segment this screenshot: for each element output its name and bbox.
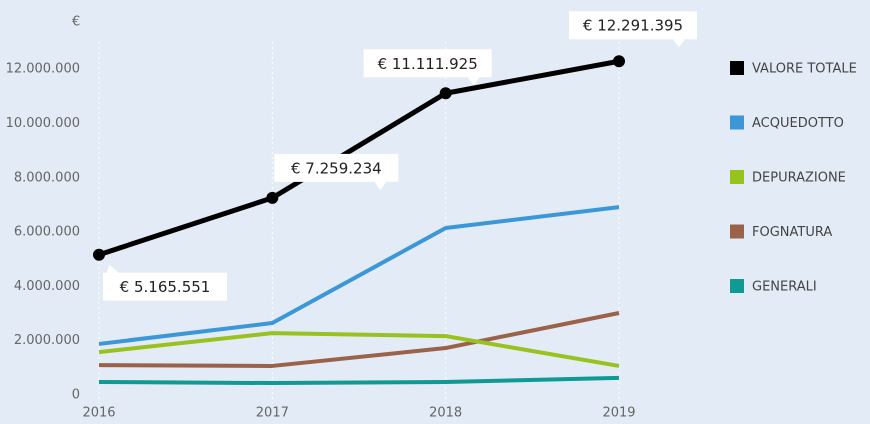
label-box xyxy=(569,11,697,40)
point xyxy=(93,248,105,261)
x-tick-label: 2016 xyxy=(82,406,115,421)
y-unit: € xyxy=(72,15,80,30)
legend-label: GENERALI xyxy=(752,280,817,295)
x-tick-label: 2017 xyxy=(256,406,289,421)
label-box xyxy=(363,49,492,78)
y-tick-label: 12.000.000 xyxy=(6,62,80,77)
series-line xyxy=(98,58,620,258)
series-line xyxy=(98,205,620,346)
label-pointer xyxy=(673,39,685,48)
point xyxy=(439,87,452,100)
legend-swatch xyxy=(730,279,744,293)
label-pointer xyxy=(107,264,119,273)
y-tick-label: 2.000.000 xyxy=(14,333,80,348)
y-tick-label: 0 xyxy=(72,388,80,403)
label-box xyxy=(274,153,399,182)
legend-swatch xyxy=(730,61,744,75)
series-line xyxy=(98,311,620,368)
data-label: € 12.291.395 xyxy=(583,17,683,35)
x-tick-label: 2019 xyxy=(602,406,635,421)
series-line xyxy=(98,331,620,368)
y-tick-label: 8.000.000 xyxy=(14,170,80,185)
legend-swatch xyxy=(730,115,744,130)
legend-label: DEPURAZIONE xyxy=(752,171,846,186)
point xyxy=(613,55,625,68)
label-pointer xyxy=(374,181,387,190)
legend-label: ACQUEDOTTO xyxy=(752,116,844,131)
data-label: € 7.259.234 xyxy=(291,159,382,177)
label-box xyxy=(103,272,227,301)
legend-label: FOGNATURA xyxy=(752,225,832,240)
data-label: € 5.165.551 xyxy=(120,278,211,296)
legend-swatch xyxy=(730,170,744,184)
legend-swatch xyxy=(730,224,744,239)
series-line xyxy=(98,375,620,386)
x-tick-label: 2018 xyxy=(429,406,462,421)
legend-label: VALORE TOTALE xyxy=(752,62,857,77)
data-label: € 11.111.925 xyxy=(378,55,478,73)
y-tick-label: 6.000.000 xyxy=(14,225,80,240)
label-pointer xyxy=(467,77,480,86)
y-tick-label: 4.000.000 xyxy=(14,279,80,294)
y-tick-label: 10.000.000 xyxy=(6,116,80,131)
point xyxy=(266,191,279,204)
